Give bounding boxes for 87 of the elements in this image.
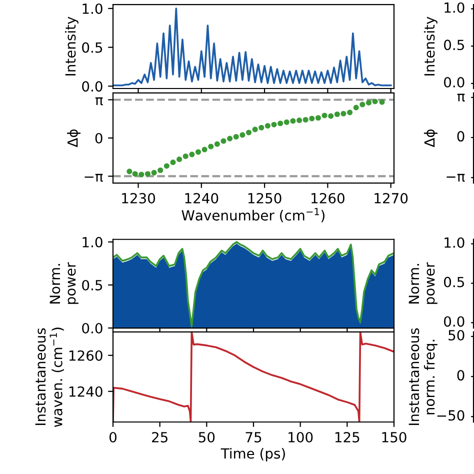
point (258, 124, 264, 130)
x-tick-label: 150 (382, 432, 406, 442)
x-axis-title: Wavenumber (cm$^{−1}$) (182, 208, 324, 222)
point (151, 170, 157, 176)
text: 50 (448, 330, 464, 340)
point (284, 119, 290, 125)
point (208, 144, 214, 150)
point (296, 118, 302, 124)
y-tick-label: 0.0 (82, 81, 102, 92)
point (315, 115, 321, 121)
point (309, 116, 315, 122)
text: 0.0 (444, 316, 464, 327)
text: −π (446, 174, 465, 182)
x-tick-label: 1270 (374, 192, 408, 204)
point (302, 116, 308, 123)
y-tick-label: 1.0 (82, 236, 102, 248)
y-tick-label: −π (84, 174, 103, 182)
text: 0 (457, 370, 464, 381)
point (195, 149, 202, 155)
point (189, 152, 195, 158)
x-axis-title: Time (ps) (220, 448, 285, 462)
y-axis-title: Norm. power (50, 262, 78, 304)
point (182, 153, 188, 160)
point (220, 138, 226, 144)
point (340, 110, 346, 116)
point (278, 120, 284, 126)
point (290, 118, 296, 124)
point (366, 100, 372, 106)
point (372, 98, 378, 104)
point (328, 113, 334, 119)
y-axis-title: Intensity (64, 16, 78, 76)
x-tick-label: 100 (288, 432, 313, 442)
y-tick-label: 1.0 (82, 3, 102, 14)
y-axis-title: Δϕ (67, 129, 80, 148)
text: 1.0 (444, 237, 464, 248)
text: Instantaneous norm. freq. (408, 328, 438, 425)
y-tick-label: 0.5 (82, 42, 102, 53)
point (138, 172, 144, 178)
text: 0 (457, 131, 464, 142)
point (379, 99, 385, 105)
point (126, 168, 132, 174)
text: −50 (437, 410, 464, 421)
text: Norm. power (408, 262, 438, 304)
point (271, 122, 277, 128)
x-tick-label: 75 (246, 432, 262, 442)
y-tick-label: π (95, 97, 103, 106)
point (252, 126, 258, 132)
x-tick-label: 1240 (185, 192, 218, 204)
point (132, 171, 138, 177)
point (246, 130, 252, 136)
point (176, 156, 182, 162)
point (227, 136, 233, 142)
y-tick-label: 1260 (69, 350, 102, 361)
point (144, 171, 151, 177)
x-tick-label: 1260 (312, 192, 344, 204)
text: π (457, 94, 465, 102)
text: 0.0 (444, 76, 464, 88)
y-axis-title: Instantaneous waven. (cm$^{−1}$) (35, 328, 64, 428)
x-tick-label: 1230 (122, 192, 156, 204)
text: 1.0 (444, 2, 464, 13)
line-series (113, 8, 392, 86)
text: Intensity (424, 16, 438, 76)
y-tick-label: 0 (95, 132, 102, 144)
x-tick-label: 125 (335, 432, 360, 442)
point (233, 134, 239, 140)
point (347, 110, 353, 116)
point (322, 112, 328, 118)
point (264, 123, 270, 129)
point (240, 132, 246, 138)
point (214, 141, 220, 147)
x-tick-label: 1250 (248, 192, 282, 204)
y-tick-label: 0.5 (82, 280, 102, 290)
point (158, 167, 164, 174)
point (360, 102, 366, 108)
x-tick-label: 25 (152, 432, 168, 442)
point (353, 104, 359, 110)
y-tick-label: 0.0 (82, 322, 102, 334)
y-tick-label: 1240 (69, 386, 102, 397)
point (164, 163, 170, 169)
x-tick-label: 50 (198, 432, 215, 442)
point (202, 146, 208, 152)
text: 0.5 (444, 276, 464, 288)
point (170, 160, 176, 166)
text: Δϕ (424, 129, 438, 148)
text: 0.5 (444, 40, 464, 50)
point (334, 111, 340, 118)
x-tick-label: 0 (110, 432, 116, 442)
